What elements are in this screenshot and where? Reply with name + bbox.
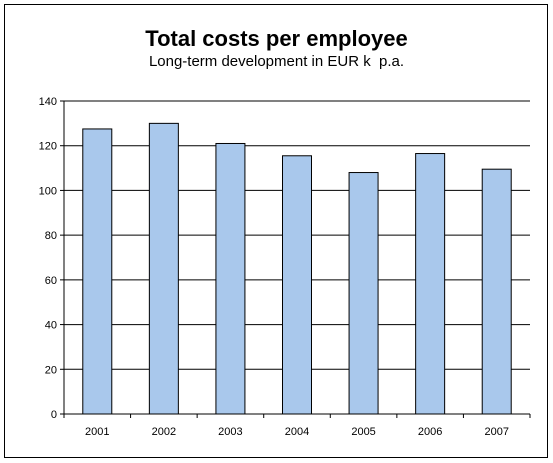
x-tick-label: 2007 [484,426,508,438]
y-tick-label: 60 [45,275,57,287]
y-tick-label: 0 [51,409,57,421]
bar-2007 [481,168,512,415]
y-tick-label: 100 [39,185,57,197]
y-tick-label: 80 [45,230,57,242]
x-tick-label: 2005 [351,426,375,438]
x-tick-label: 2002 [152,426,176,438]
bar-2005 [348,172,379,415]
chart-title: Total costs per employee [145,26,408,51]
chart-subtitle: Long-term development in EUR k p.a. [148,53,405,70]
x-tick-labels: 2001 2002 2003 2004 2005 2006 2007 [85,426,509,438]
y-tick-label: 20 [45,364,57,376]
x-tick-label: 2001 [85,426,109,438]
bar-2001 [82,128,113,415]
x-tick-label: 2006 [418,426,442,438]
bar-2002 [148,122,179,415]
bars [82,122,512,415]
y-tick-labels: 0 20 40 60 80 100 120 140 [39,96,57,421]
y-tick-label: 40 [45,320,57,332]
y-tick-label: 140 [39,96,57,108]
axes [60,100,531,418]
bar-2003 [215,142,246,415]
y-tick-label: 120 [39,141,57,153]
x-tick-label: 2003 [218,426,242,438]
bar-2006 [415,153,446,415]
x-tick-label: 2004 [285,426,309,438]
bar-2004 [282,155,312,415]
